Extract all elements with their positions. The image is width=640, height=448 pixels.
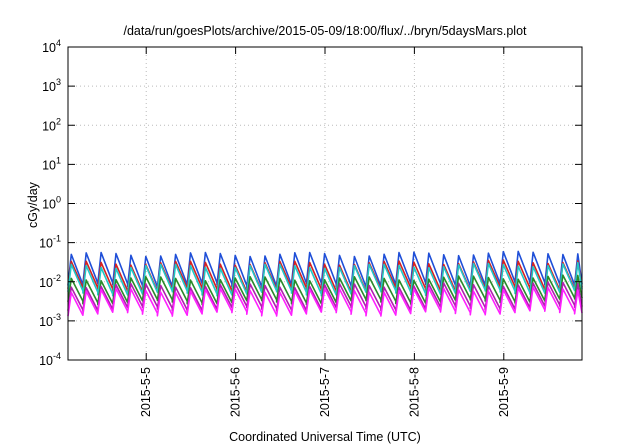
x-tick-label: 2015-5-5	[139, 367, 153, 417]
y-tick-label: 104	[42, 38, 61, 55]
y-tick-label: 10-1	[39, 234, 61, 251]
y-tick-label: 101	[42, 155, 61, 172]
grid	[68, 47, 582, 360]
y-tick-label: 102	[42, 116, 61, 133]
y-tick-label: 10-4	[39, 351, 61, 368]
x-tick-label: 2015-5-8	[407, 367, 421, 417]
x-tick-label: 2015-5-6	[229, 367, 243, 417]
y-tick-label: 103	[42, 77, 61, 94]
y-tick-label: 10-2	[39, 273, 61, 290]
y-tick-label: 100	[42, 195, 61, 212]
y-tick-label: 10-3	[39, 312, 61, 329]
series-line	[67, 286, 583, 317]
chart-title: /data/run/goesPlots/archive/2015-05-09/1…	[123, 24, 527, 38]
y-axis-label: cGy/day	[26, 181, 40, 228]
series-group	[67, 250, 583, 317]
series-line	[67, 274, 583, 306]
series-line	[67, 261, 583, 297]
x-tick-label: 2015-5-9	[497, 367, 511, 417]
x-axis-label: Coordinated Universal Time (UTC)	[229, 430, 421, 444]
x-tick-label: 2015-5-7	[318, 367, 332, 417]
ticks: 10-4 10-3 10-2 10-1 100 101 102 103 104 2015-5-5 2…	[39, 38, 582, 417]
